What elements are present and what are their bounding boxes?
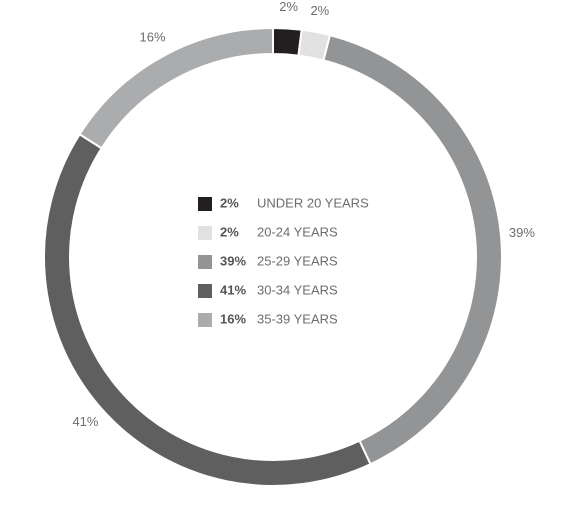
legend-swatch — [198, 284, 212, 298]
legend-percent: 39% — [220, 253, 246, 268]
legend-swatch — [198, 313, 212, 327]
legend-label: 35-39 YEARS — [257, 311, 338, 326]
legend-label: 30-34 YEARS — [257, 282, 338, 297]
donut-segment — [43, 132, 372, 487]
data-label: 16% — [140, 29, 166, 44]
donut-segment — [272, 26, 303, 57]
data-label: 2% — [279, 0, 298, 14]
legend-percent: 16% — [220, 311, 246, 326]
data-label: 2% — [310, 3, 329, 18]
data-label: 41% — [72, 414, 98, 429]
legend-swatch — [198, 197, 212, 211]
donut-segment — [322, 33, 503, 466]
legend-swatch — [198, 226, 212, 240]
legend-percent: 41% — [220, 282, 246, 297]
legend-label: 25-29 YEARS — [257, 253, 338, 268]
legend-label: UNDER 20 YEARS — [257, 195, 369, 210]
legend-percent: 2% — [220, 224, 239, 239]
legend-percent: 2% — [220, 195, 239, 210]
donut-segment — [78, 26, 274, 150]
data-label: 39% — [509, 225, 535, 240]
legend-label: 20-24 YEARS — [257, 224, 338, 239]
legend-swatch — [198, 255, 212, 269]
